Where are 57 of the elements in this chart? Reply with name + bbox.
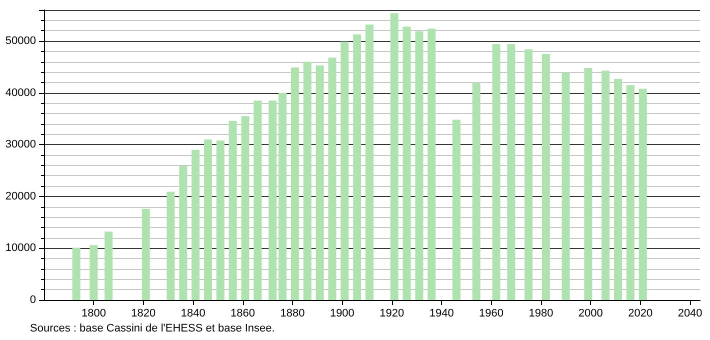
bar — [90, 245, 98, 300]
y-tick-label: 50000 — [5, 35, 36, 48]
bar — [316, 65, 324, 300]
x-tick-label: 1960 — [479, 308, 504, 320]
bar — [228, 120, 237, 300]
bar — [614, 78, 622, 300]
x-tick-label: 1840 — [180, 308, 206, 320]
bar — [492, 44, 500, 300]
bar — [507, 44, 516, 300]
bar — [204, 139, 212, 300]
bar — [524, 49, 533, 300]
bar — [72, 248, 80, 300]
x-tick-label: 1940 — [429, 308, 454, 320]
bar — [328, 58, 336, 300]
bar — [340, 42, 349, 300]
bar — [452, 120, 460, 300]
bar — [472, 83, 480, 300]
y-tick-label: 10000 — [5, 242, 36, 254]
bar — [179, 166, 188, 300]
bar — [602, 70, 610, 300]
x-tick-label: 2040 — [678, 308, 702, 320]
y-tick-label: 20000 — [5, 190, 36, 202]
bar — [638, 88, 647, 300]
y-tick-label: 40000 — [5, 86, 36, 99]
x-tick-label: 1920 — [380, 308, 404, 320]
x-tick-label: 2000 — [578, 308, 603, 320]
x-tick-label: 1880 — [280, 308, 305, 320]
bar — [542, 54, 550, 300]
y-tick-label: 30000 — [5, 138, 36, 151]
bar — [415, 31, 424, 300]
bar — [241, 116, 250, 300]
x-tick-label: 2020 — [628, 308, 653, 320]
x-tick-label: 1860 — [230, 308, 256, 320]
bar — [366, 24, 374, 300]
x-tick-label: 1800 — [81, 308, 106, 320]
y-tick-label: 0 — [30, 294, 36, 306]
bar — [303, 62, 312, 300]
bar — [584, 68, 592, 300]
bar — [428, 28, 436, 300]
x-tick-label: 1820 — [131, 308, 156, 320]
bar — [402, 26, 411, 300]
bar — [166, 192, 175, 300]
bar — [192, 150, 200, 300]
bar — [278, 92, 287, 300]
bar — [562, 72, 570, 300]
bar — [268, 100, 277, 300]
source-note: Sources : base Cassini de l'EHESS et base Insee. — [30, 322, 275, 334]
bar — [626, 85, 634, 300]
x-tick-label: 1900 — [330, 308, 354, 320]
bar — [104, 232, 113, 300]
bar — [254, 100, 262, 300]
bar — [390, 13, 398, 300]
bar — [216, 140, 224, 300]
bar — [353, 34, 362, 300]
bar — [142, 208, 150, 300]
x-tick-label: 1980 — [528, 308, 554, 320]
bar — [290, 67, 299, 300]
